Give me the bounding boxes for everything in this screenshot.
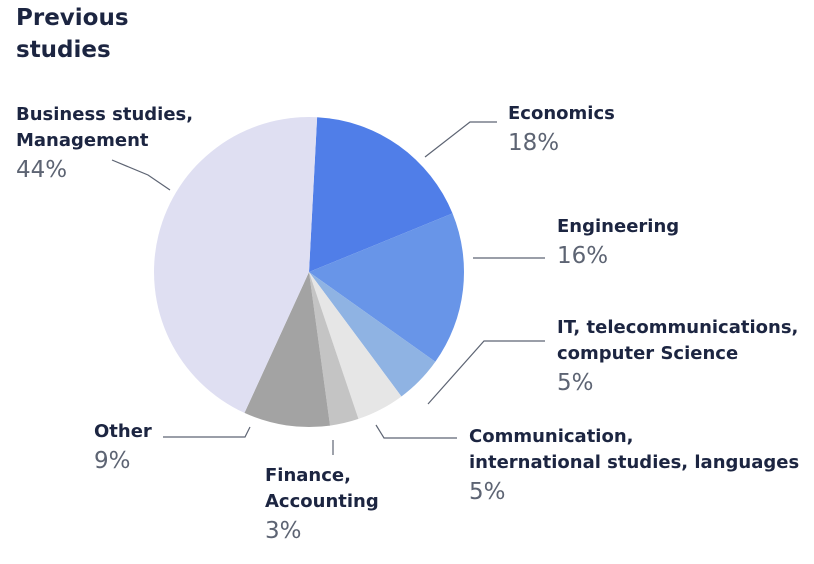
label-percent: 5% <box>557 370 594 396</box>
label-communication: Communication, international studies, la… <box>469 424 799 508</box>
label-percent: 3% <box>265 518 302 544</box>
pie-slice-finance-accounting <box>309 272 359 426</box>
pie-slice-communication-international-studies-languages <box>309 272 402 419</box>
label-business: Business studies, Management 44% <box>16 102 193 186</box>
leader-line-other <box>163 426 251 438</box>
label-name: Other <box>94 421 152 442</box>
label-name: Communication, international studies, la… <box>469 426 800 473</box>
pie-slice-economics <box>309 117 453 273</box>
chart-title: Previous studies <box>16 5 129 63</box>
label-name: Finance, Accounting <box>265 465 379 512</box>
label-name: Economics <box>508 103 615 124</box>
pie-slice-business-studies-management <box>154 116 318 413</box>
leader-line-communication <box>375 424 457 439</box>
leader-lines <box>111 121 545 455</box>
leader-line-economics <box>424 121 497 158</box>
pie-slice-other <box>244 272 331 428</box>
label-economics: Economics 18% <box>508 101 615 159</box>
pie-slice-engineering <box>309 213 464 362</box>
label-percent: 44% <box>16 157 68 183</box>
leader-line-business <box>111 159 171 191</box>
label-name: IT, telecommunications, computer Science <box>557 317 799 364</box>
label-other: Other 9% <box>94 419 152 477</box>
label-percent: 9% <box>94 448 131 474</box>
pie-slice-it-telecommunications-computer-science <box>309 272 436 397</box>
label-percent: 5% <box>469 479 506 505</box>
pie-slices <box>154 116 464 428</box>
label-name: Engineering <box>557 216 680 237</box>
label-engineering: Engineering 16% <box>557 214 679 272</box>
leader-line-it <box>427 340 545 405</box>
label-name: Business studies, Management <box>16 104 194 151</box>
label-percent: 16% <box>557 243 609 269</box>
label-finance: Finance, Accounting 3% <box>265 463 379 547</box>
label-percent: 18% <box>508 130 560 156</box>
label-it: IT, telecommunications, computer Science… <box>557 315 798 399</box>
